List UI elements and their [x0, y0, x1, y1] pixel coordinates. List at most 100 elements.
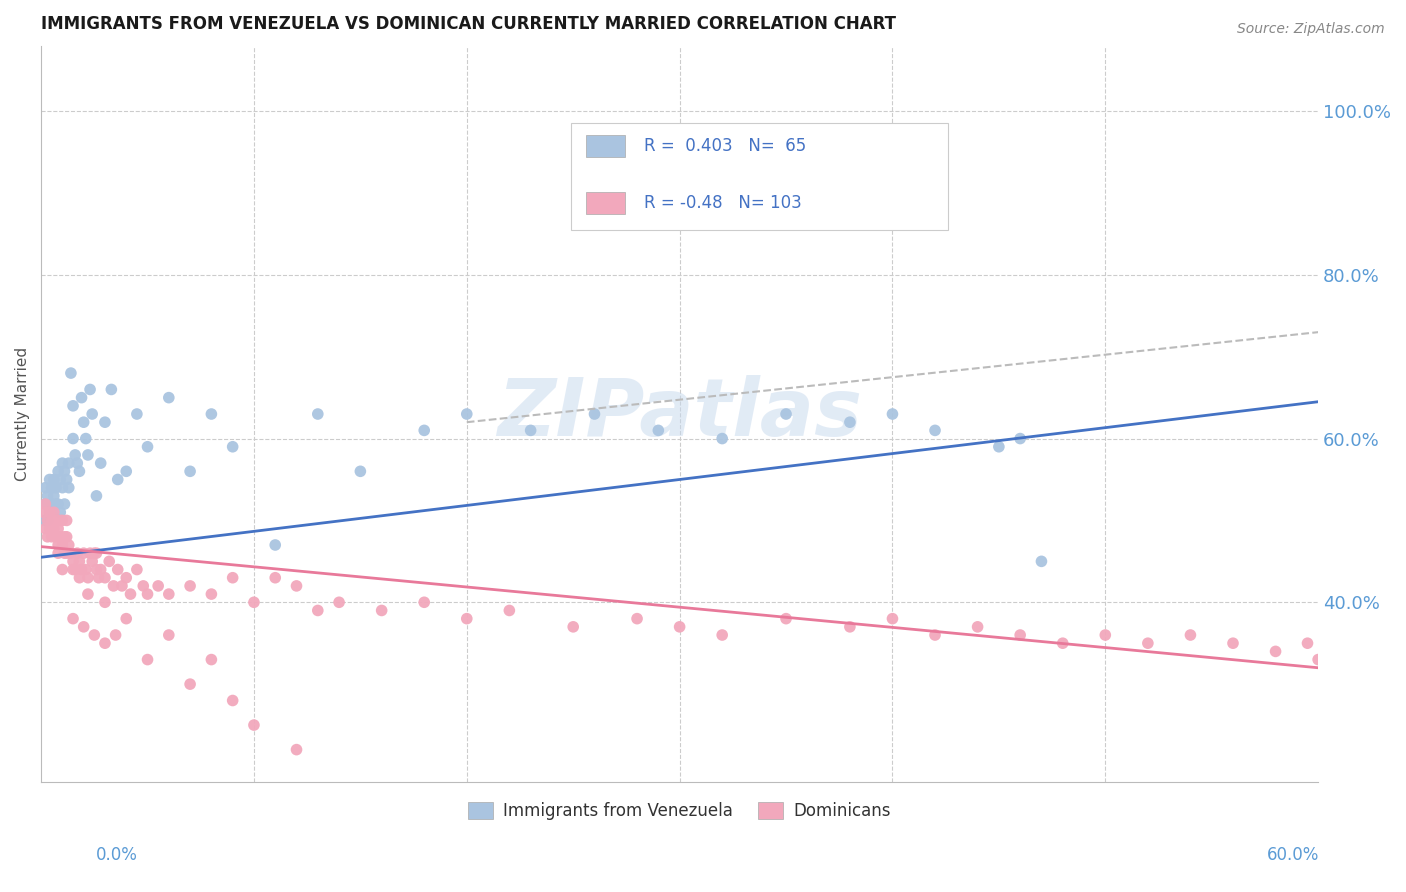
Point [519, 423, 541, 437]
Point [45, 513, 67, 527]
Point [924, 628, 946, 642]
Point [58, 456, 80, 470]
Point [115, 612, 138, 626]
Point [966, 620, 988, 634]
Point [264, 538, 287, 552]
Point [583, 407, 606, 421]
Point [370, 603, 392, 617]
Point [73, 620, 96, 634]
Point [34, 497, 56, 511]
Point [83, 546, 105, 560]
Point [32, 505, 55, 519]
Point [82, 554, 104, 568]
Point [77, 571, 100, 585]
Point [41, 513, 63, 527]
Point [55, 546, 77, 560]
Point [90, 456, 112, 470]
Point [1010, 628, 1032, 642]
Point [1264, 644, 1286, 658]
Point [1296, 636, 1319, 650]
Point [46, 546, 69, 560]
Point [49, 530, 72, 544]
Point [49, 473, 72, 487]
Point [46, 464, 69, 478]
Point [1031, 554, 1053, 568]
Point [58, 481, 80, 495]
Point [66, 456, 89, 470]
Point [100, 383, 122, 397]
Point [307, 603, 329, 617]
Text: ZIPatlas: ZIPatlas [498, 375, 862, 453]
Point [1094, 628, 1116, 642]
Point [42, 505, 65, 519]
Point [75, 562, 97, 576]
Point [111, 579, 134, 593]
Point [42, 522, 65, 536]
Point [179, 677, 201, 691]
Point [62, 554, 84, 568]
Point [125, 407, 148, 421]
Point [626, 612, 648, 626]
Point [775, 612, 797, 626]
Point [62, 612, 84, 626]
Point [86, 489, 108, 503]
Point [200, 652, 222, 666]
Point [647, 423, 669, 437]
Point [38, 505, 60, 519]
Point [63, 562, 86, 576]
Point [1052, 636, 1074, 650]
Point [498, 603, 520, 617]
Text: 60.0%: 60.0% [1267, 846, 1319, 863]
Point [882, 407, 904, 421]
Point [86, 546, 108, 560]
Point [87, 571, 110, 585]
Point [285, 579, 308, 593]
Point [125, 562, 148, 576]
Text: R = -0.48   N= 103: R = -0.48 N= 103 [644, 194, 801, 212]
Point [59, 546, 82, 560]
FancyBboxPatch shape [586, 193, 624, 214]
Point [49, 513, 72, 527]
Point [83, 628, 105, 642]
Point [221, 693, 243, 707]
Point [67, 571, 90, 585]
Point [37, 489, 59, 503]
Point [34, 522, 56, 536]
Point [285, 742, 308, 756]
Point [51, 538, 73, 552]
Point [562, 620, 585, 634]
Point [94, 415, 117, 429]
Point [34, 497, 56, 511]
Point [58, 538, 80, 552]
Point [115, 571, 138, 585]
Point [120, 587, 142, 601]
Point [70, 391, 93, 405]
Text: R =  0.403   N=  65: R = 0.403 N= 65 [644, 136, 806, 155]
Point [221, 440, 243, 454]
Point [62, 432, 84, 446]
Point [221, 571, 243, 585]
Point [53, 546, 76, 560]
Point [62, 399, 84, 413]
Point [51, 562, 73, 576]
Point [1308, 652, 1330, 666]
Point [107, 562, 129, 576]
Point [53, 530, 76, 544]
Point [46, 497, 69, 511]
Point [94, 571, 117, 585]
Point [94, 636, 117, 650]
Point [605, 202, 627, 217]
Point [987, 440, 1010, 454]
Point [53, 464, 76, 478]
Point [46, 522, 69, 536]
Point [264, 571, 287, 585]
Point [711, 432, 734, 446]
Point [51, 456, 73, 470]
Point [668, 620, 690, 634]
Point [38, 522, 60, 536]
Point [94, 595, 117, 609]
Point [37, 513, 59, 527]
Point [51, 481, 73, 495]
Point [42, 473, 65, 487]
Point [157, 391, 180, 405]
